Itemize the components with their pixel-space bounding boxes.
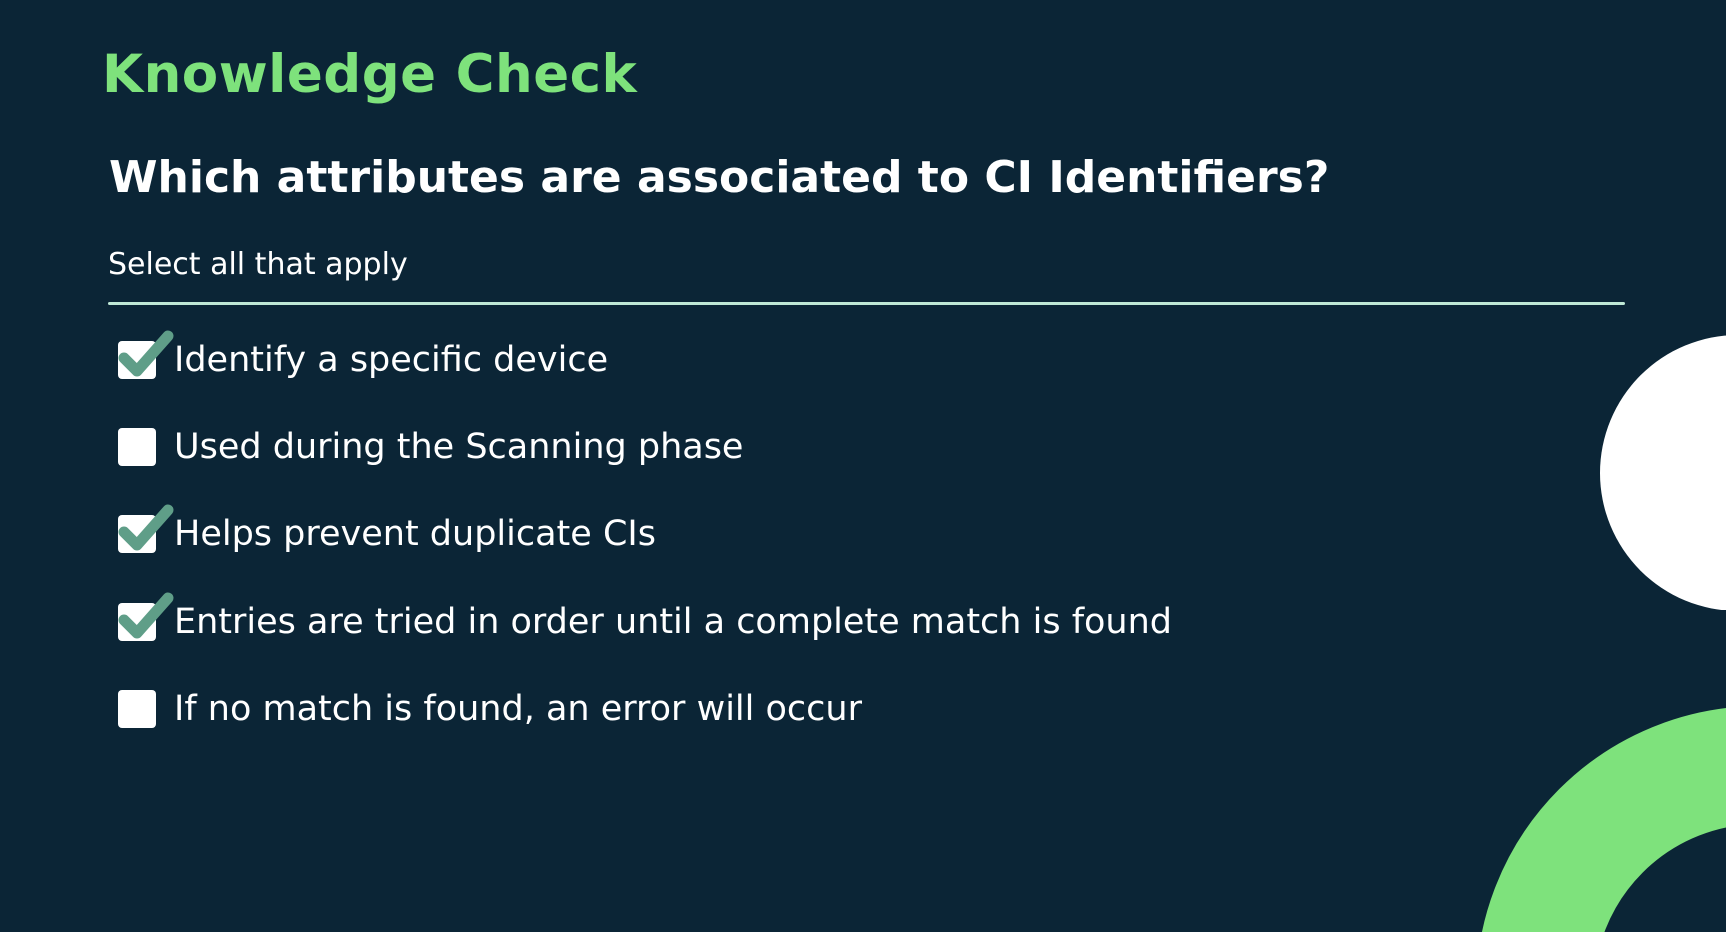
- checkmark-icon: [118, 330, 174, 377]
- empty-checkbox-icon[interactable]: [118, 428, 156, 466]
- option-label: Identify a specific device: [174, 340, 609, 380]
- empty-checkbox-icon[interactable]: [118, 690, 156, 728]
- slide-title: Knowledge Check: [102, 44, 638, 105]
- option-prevent-duplicates[interactable]: Helps prevent duplicate CIs: [118, 504, 656, 559]
- option-label: Entries are tried in order until a compl…: [174, 602, 1173, 642]
- option-label: Used during the Scanning phase: [174, 427, 744, 467]
- option-label: Helps prevent duplicate CIs: [174, 514, 656, 554]
- option-no-match-error[interactable]: If no match is found, an error will occu…: [118, 684, 862, 734]
- decorative-green-arc: [1482, 708, 1726, 932]
- checkbox[interactable]: [118, 592, 174, 641]
- decorative-white-circle: [1600, 335, 1726, 610]
- instruction-text: Select all that apply: [108, 247, 408, 282]
- option-identify-device[interactable]: Identify a specific device: [118, 330, 609, 385]
- checkbox[interactable]: [118, 504, 174, 553]
- checkmark-icon: [118, 504, 174, 551]
- option-scanning-phase[interactable]: Used during the Scanning phase: [118, 422, 743, 472]
- divider-line: [108, 302, 1625, 305]
- checkbox[interactable]: [118, 330, 174, 379]
- checkmark-icon: [118, 592, 174, 639]
- question-text: Which attributes are associated to CI Id…: [109, 152, 1330, 203]
- option-entries-tried-in-order[interactable]: Entries are tried in order until a compl…: [118, 592, 1173, 647]
- option-label: If no match is found, an error will occu…: [174, 689, 862, 729]
- white-circle-shape: [1600, 335, 1726, 610]
- green-arc-shape: [1482, 708, 1726, 932]
